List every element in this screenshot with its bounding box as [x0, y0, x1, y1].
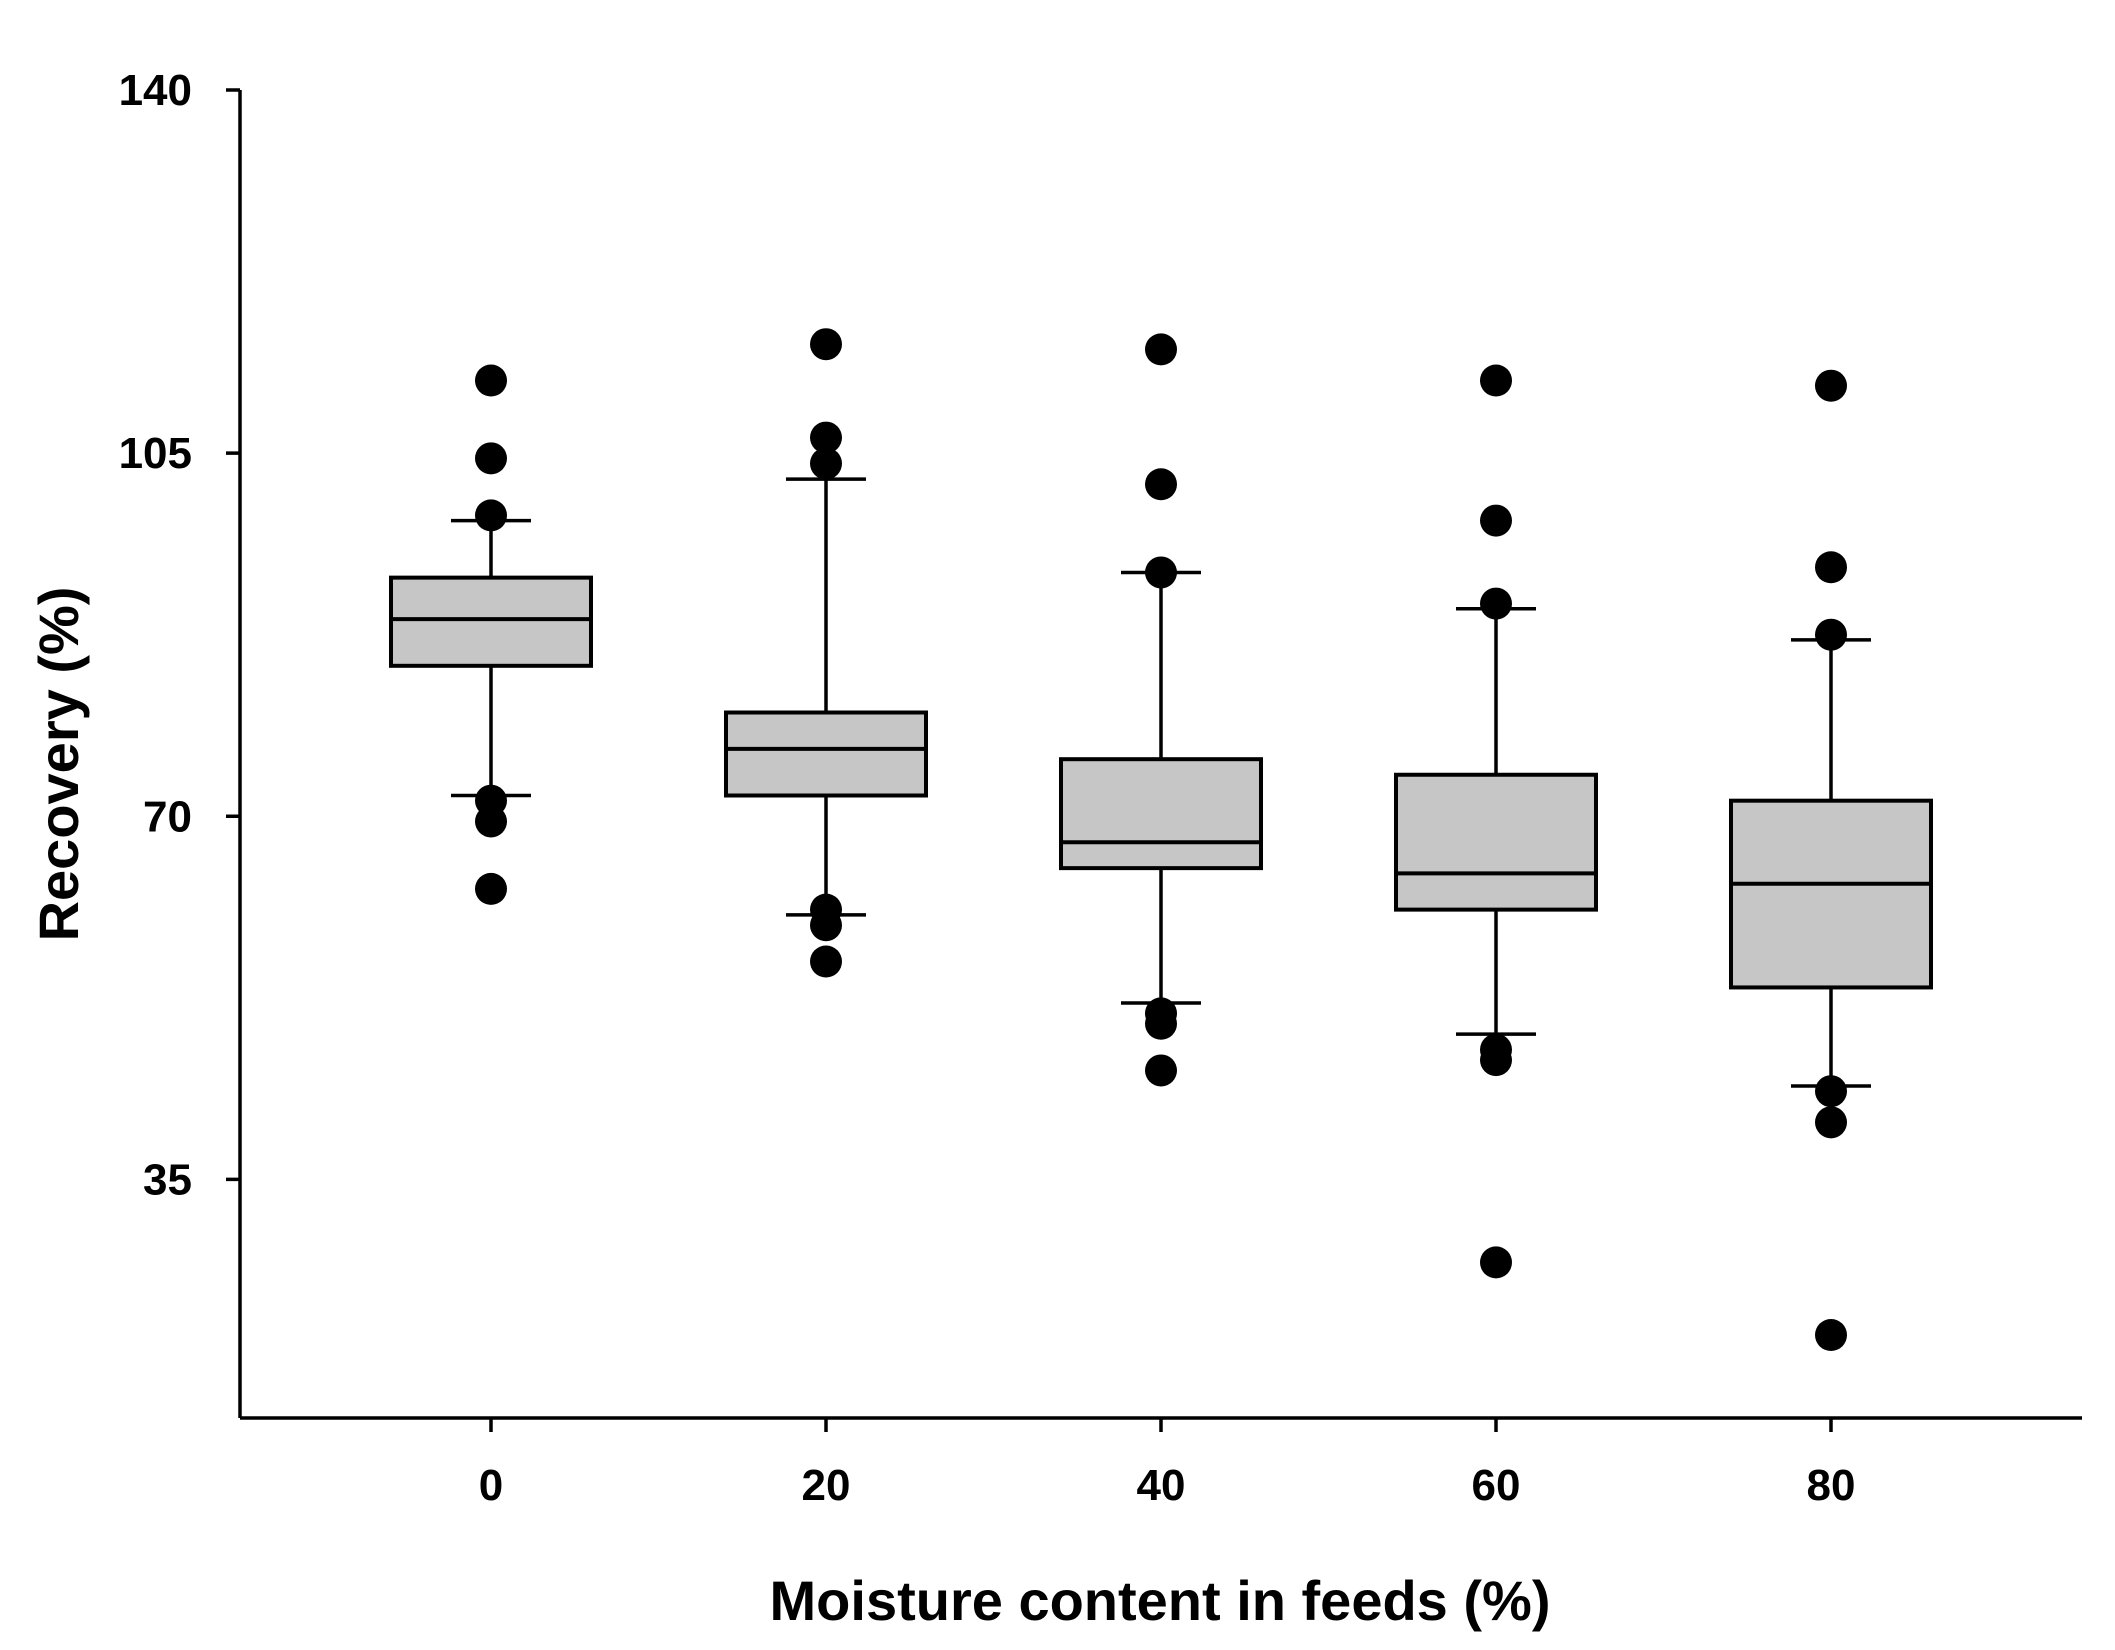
outlier-point — [1145, 1054, 1177, 1087]
outlier-point — [1815, 1106, 1847, 1139]
x-tick-label: 20 — [802, 1461, 851, 1510]
outlier-point — [1480, 364, 1512, 397]
outlier-point — [810, 945, 842, 978]
outlier-point — [810, 328, 842, 361]
outlier-point — [1145, 556, 1177, 589]
outlier-point — [1815, 1319, 1847, 1351]
outlier-point — [1480, 1246, 1512, 1279]
box-iqr — [1729, 798, 1933, 990]
box-iqr — [1059, 757, 1263, 871]
box-group-60 — [1394, 364, 1598, 1279]
outlier-point — [810, 909, 842, 942]
box-iqr — [1394, 772, 1598, 912]
x-tick-label: 80 — [1807, 1461, 1856, 1510]
outlier-point — [810, 447, 842, 480]
outlier-point — [475, 872, 507, 905]
outlier-point — [475, 364, 507, 397]
box-group-40 — [1059, 333, 1263, 1087]
box-group-20 — [724, 328, 928, 978]
outlier-point — [475, 442, 507, 475]
outlier-point — [1815, 551, 1847, 584]
y-tick-label: 105 — [119, 429, 192, 478]
box-iqr — [724, 710, 928, 798]
y-tick-label: 35 — [143, 1155, 192, 1204]
outlier-point — [810, 421, 842, 454]
outlier-point — [1145, 1007, 1177, 1040]
outlier-point — [1145, 333, 1177, 366]
outlier-point — [1480, 1044, 1512, 1077]
outlier-point — [475, 499, 507, 532]
box-series — [389, 328, 1933, 1351]
outlier-point — [1480, 504, 1512, 537]
x-tick-label: 0 — [479, 1461, 503, 1510]
y-tick-label: 140 — [119, 66, 192, 115]
y-tick-label: 70 — [143, 792, 192, 841]
outlier-point — [1815, 1075, 1847, 1108]
outlier-point — [1815, 369, 1847, 402]
outlier-point — [1145, 468, 1177, 501]
outlier-point — [1815, 618, 1847, 651]
box-group-80 — [1729, 369, 1933, 1351]
x-tick-label: 60 — [1472, 1461, 1521, 1510]
x-axis-ticks: 0 20 40 60 80 — [479, 1418, 1856, 1510]
box-iqr — [389, 575, 593, 668]
outlier-point — [475, 805, 507, 838]
y-axis-ticks: 35 70 105 140 — [119, 66, 240, 1204]
outlier-point — [1480, 587, 1512, 620]
x-tick-label: 40 — [1137, 1461, 1186, 1510]
box-group-0 — [389, 364, 593, 905]
x-axis-title: Moisture content in feeds (%) — [770, 1569, 1551, 1632]
y-axis-title: Recovery (%) — [27, 587, 90, 942]
